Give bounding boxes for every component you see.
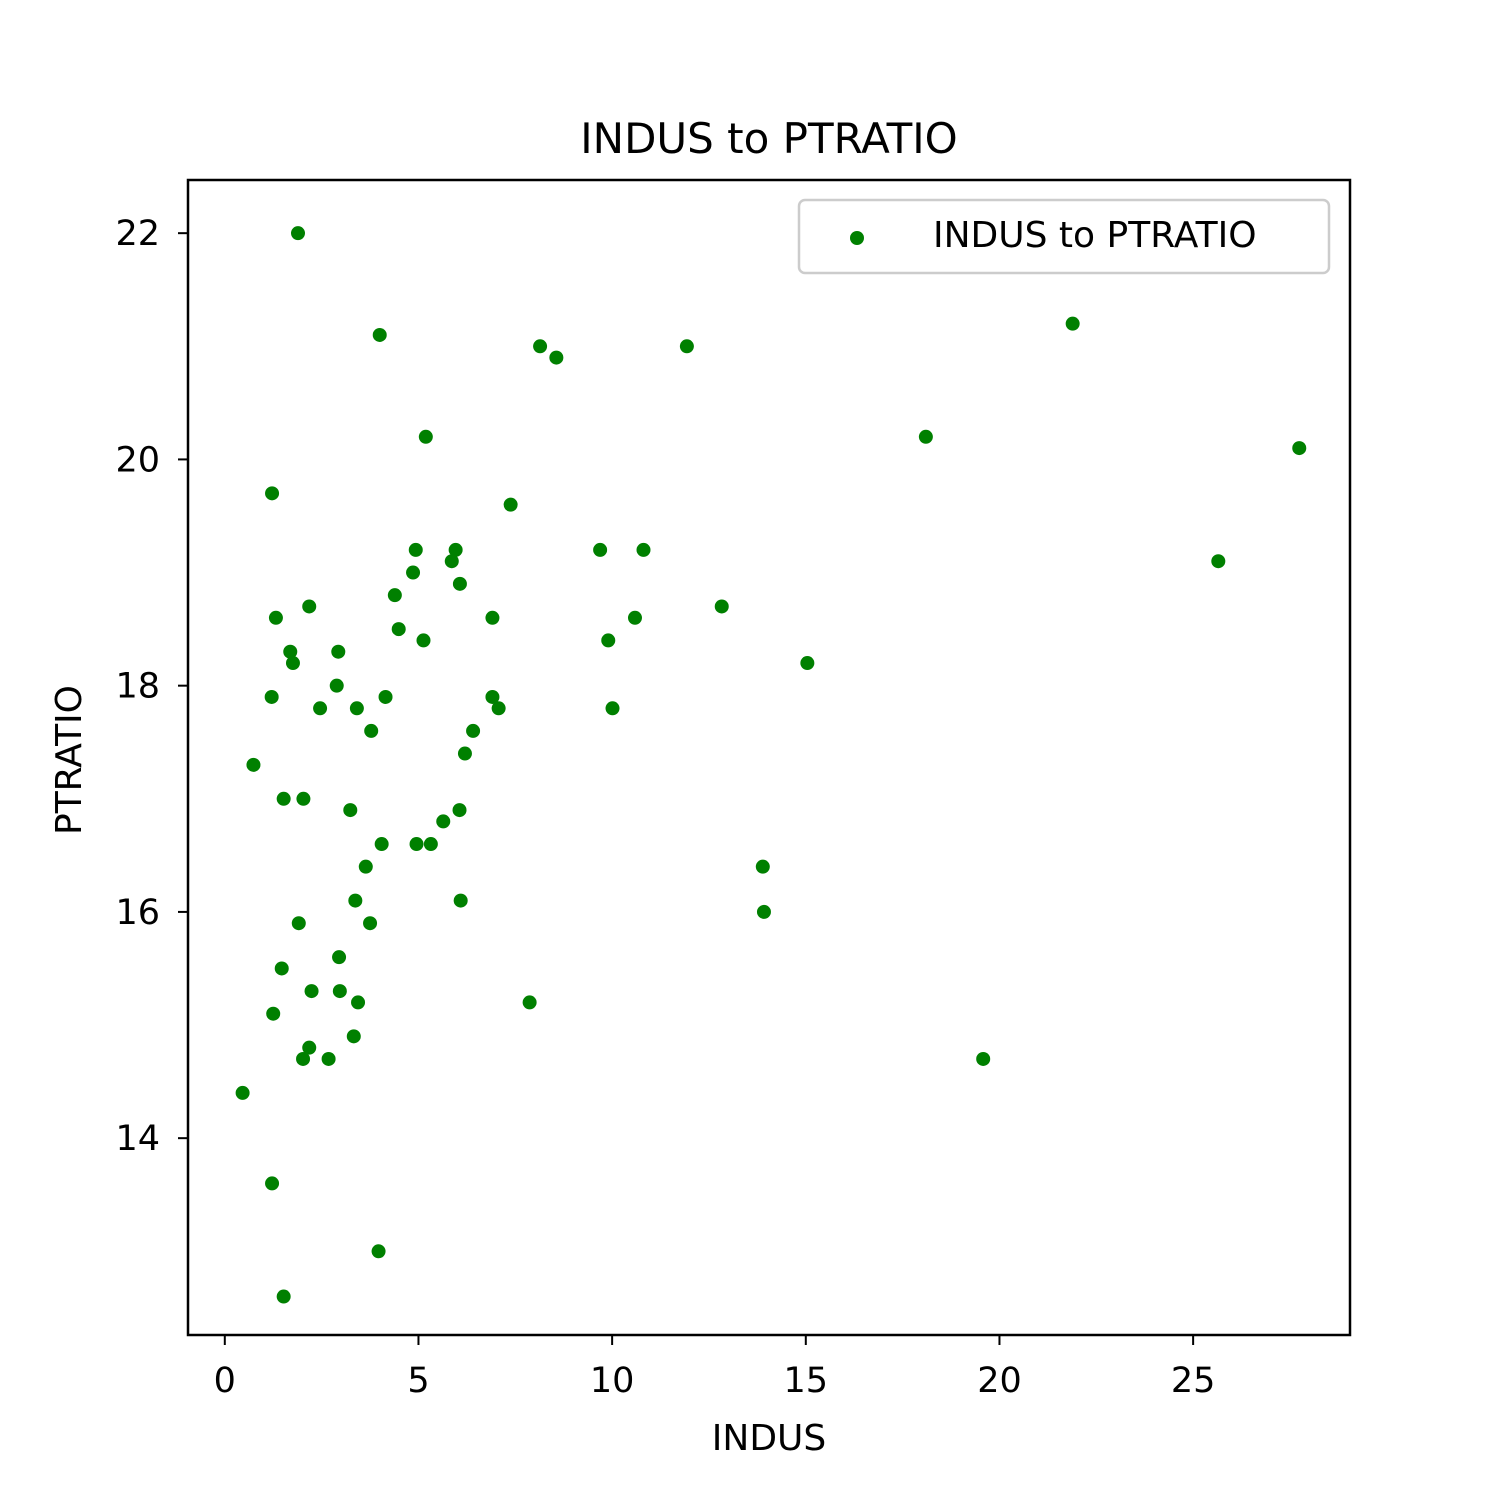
data-point bbox=[533, 339, 548, 354]
data-point bbox=[636, 542, 651, 557]
data-point bbox=[374, 837, 389, 852]
data-point bbox=[387, 588, 402, 603]
data-point bbox=[800, 656, 815, 671]
data-point bbox=[285, 656, 300, 671]
data-point bbox=[268, 610, 283, 625]
data-point bbox=[291, 916, 306, 931]
plot-area-frame bbox=[186, 178, 1352, 1337]
x-axis-label: INDUS bbox=[712, 1418, 826, 1459]
data-point bbox=[491, 701, 506, 716]
data-point bbox=[601, 633, 616, 648]
data-point bbox=[418, 429, 433, 444]
data-point bbox=[756, 904, 771, 919]
data-point bbox=[276, 791, 291, 806]
data-point bbox=[304, 984, 319, 999]
data-point bbox=[266, 1006, 281, 1021]
data-point bbox=[452, 803, 467, 818]
data-points bbox=[235, 226, 1307, 1304]
data-point bbox=[349, 701, 364, 716]
x-tick-label: 5 bbox=[407, 1361, 429, 1401]
x-tick-label: 25 bbox=[1171, 1361, 1216, 1401]
data-point bbox=[1211, 554, 1226, 569]
data-point bbox=[332, 984, 347, 999]
data-point bbox=[329, 678, 344, 693]
data-point bbox=[321, 1051, 336, 1066]
data-point bbox=[453, 893, 468, 908]
data-point bbox=[406, 565, 421, 580]
y-tick-label: 20 bbox=[115, 440, 160, 480]
data-point bbox=[283, 644, 298, 659]
y-axis-ticks: 14 16 18 20 22 bbox=[115, 214, 188, 1159]
x-tick-label: 15 bbox=[784, 1361, 829, 1401]
data-point bbox=[264, 689, 279, 704]
data-point bbox=[976, 1051, 991, 1066]
data-point bbox=[346, 1029, 361, 1044]
data-point bbox=[714, 599, 729, 614]
data-point bbox=[276, 1289, 291, 1304]
x-tick-label: 10 bbox=[590, 1361, 635, 1401]
data-point bbox=[351, 995, 366, 1010]
data-point bbox=[296, 1051, 311, 1066]
data-point bbox=[448, 542, 463, 557]
data-point bbox=[302, 599, 317, 614]
data-point bbox=[296, 791, 311, 806]
data-point bbox=[605, 701, 620, 716]
legend-marker bbox=[850, 231, 864, 245]
data-point bbox=[265, 1176, 280, 1191]
data-point bbox=[457, 746, 472, 761]
data-point bbox=[627, 610, 642, 625]
x-axis-ticks: 0 5 10 15 20 25 bbox=[214, 1335, 1216, 1401]
data-point bbox=[246, 757, 261, 772]
data-point bbox=[503, 497, 518, 512]
data-point bbox=[363, 916, 378, 931]
data-point bbox=[265, 486, 280, 501]
data-point bbox=[466, 723, 481, 738]
data-point bbox=[423, 837, 438, 852]
x-tick-label: 20 bbox=[977, 1361, 1022, 1401]
data-point bbox=[436, 814, 451, 829]
data-point bbox=[302, 1040, 317, 1055]
legend-box bbox=[797, 198, 1331, 275]
data-point bbox=[313, 701, 328, 716]
chart-title: INDUS to PTRATIO bbox=[580, 114, 957, 163]
data-point bbox=[593, 542, 608, 557]
data-point bbox=[1065, 316, 1080, 331]
y-tick-label: 22 bbox=[115, 214, 160, 254]
data-point bbox=[485, 610, 500, 625]
data-point bbox=[331, 644, 346, 659]
data-point bbox=[358, 859, 373, 874]
data-point bbox=[391, 622, 406, 637]
y-tick-label: 18 bbox=[115, 667, 160, 707]
data-point bbox=[409, 837, 424, 852]
data-point bbox=[416, 633, 431, 648]
data-point bbox=[485, 689, 500, 704]
data-point bbox=[235, 1085, 250, 1100]
data-point bbox=[452, 576, 467, 591]
data-point bbox=[332, 950, 347, 965]
data-point bbox=[408, 542, 423, 557]
legend-entry-label: INDUS to PTRATIO bbox=[933, 215, 1257, 256]
y-tick-label: 16 bbox=[115, 893, 160, 933]
data-point bbox=[372, 327, 387, 342]
data-point bbox=[549, 350, 564, 365]
y-axis-label: PTRATIO bbox=[49, 685, 90, 835]
data-point bbox=[371, 1244, 386, 1259]
data-point bbox=[343, 803, 358, 818]
data-point bbox=[679, 339, 694, 354]
data-point bbox=[1292, 441, 1307, 456]
data-point bbox=[291, 226, 306, 241]
data-point bbox=[274, 961, 289, 976]
data-point bbox=[522, 995, 537, 1010]
x-tick-label: 0 bbox=[214, 1361, 236, 1401]
y-tick-label: 14 bbox=[115, 1119, 160, 1159]
data-point bbox=[348, 893, 363, 908]
data-point bbox=[755, 859, 770, 874]
legend: INDUS to PTRATIO bbox=[797, 198, 1331, 275]
data-point bbox=[378, 689, 393, 704]
data-point bbox=[918, 429, 933, 444]
data-point bbox=[444, 554, 459, 569]
data-point bbox=[364, 723, 379, 738]
